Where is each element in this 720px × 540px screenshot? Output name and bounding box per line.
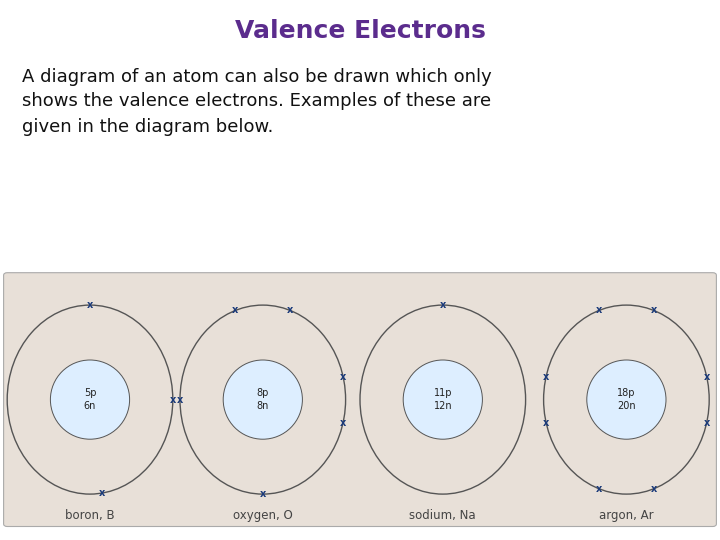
Text: x: x [99, 488, 105, 498]
FancyBboxPatch shape [4, 273, 716, 526]
Text: x: x [177, 395, 183, 404]
Text: sodium, Na: sodium, Na [410, 509, 476, 522]
Ellipse shape [587, 360, 666, 439]
Text: x: x [596, 306, 602, 315]
Text: 18p
20n: 18p 20n [617, 388, 636, 411]
Ellipse shape [223, 360, 302, 439]
Text: x: x [233, 306, 238, 315]
Text: x: x [543, 417, 549, 428]
Text: oxygen, O: oxygen, O [233, 509, 292, 522]
Text: x: x [703, 417, 710, 428]
Text: boron, B: boron, B [66, 509, 114, 522]
Text: x: x [340, 372, 346, 382]
Text: x: x [596, 484, 602, 494]
Text: 11p
12n: 11p 12n [433, 388, 452, 411]
Text: 5p
6n: 5p 6n [84, 388, 96, 411]
Text: x: x [651, 306, 657, 315]
Ellipse shape [50, 360, 130, 439]
Text: x: x [651, 484, 657, 494]
Text: x: x [170, 395, 176, 404]
Text: x: x [543, 372, 549, 382]
Text: Valence Electrons: Valence Electrons [235, 19, 485, 43]
Text: x: x [87, 300, 93, 310]
Text: A diagram of an atom can also be drawn which only
shows the valence electrons. E: A diagram of an atom can also be drawn w… [22, 68, 491, 136]
Text: x: x [440, 300, 446, 310]
Text: x: x [260, 489, 266, 499]
Text: x: x [703, 372, 710, 382]
Text: 8p
8n: 8p 8n [256, 388, 269, 411]
Text: x: x [287, 306, 293, 315]
Text: argon, Ar: argon, Ar [599, 509, 654, 522]
Ellipse shape [403, 360, 482, 439]
Text: x: x [340, 417, 346, 428]
